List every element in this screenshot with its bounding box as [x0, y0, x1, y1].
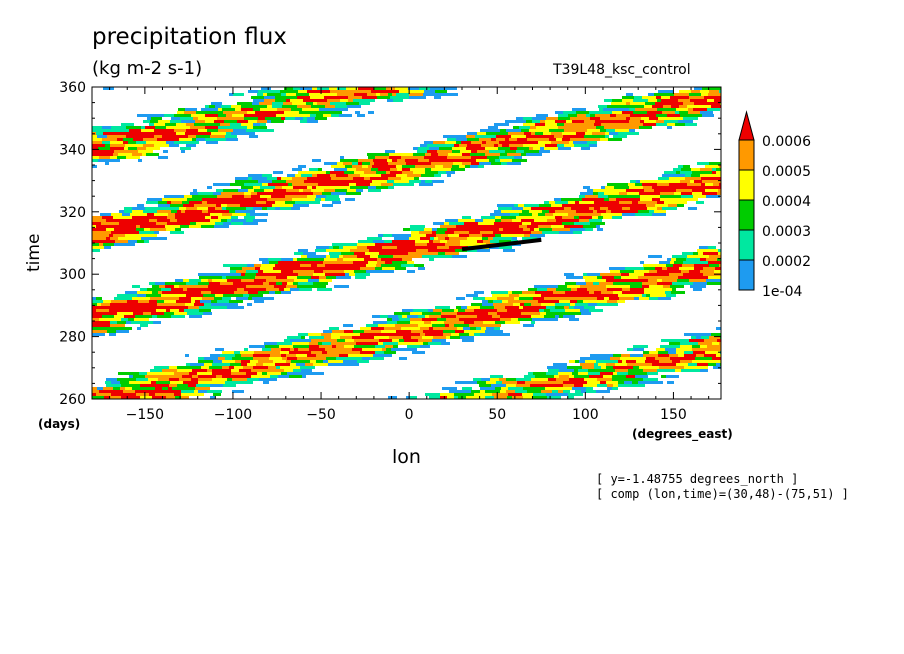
y-axis-unit: (days) [38, 417, 81, 431]
info-latitude: [ y=-1.48755 degrees_north ] [596, 472, 799, 486]
run-name: T39L48_ksc_control [553, 62, 691, 78]
colorbar-segment [738, 169, 755, 201]
y-tick-label: 320 [59, 205, 86, 221]
x-tick-label: 150 [660, 407, 687, 423]
colorbar-extend-triangle [738, 110, 755, 141]
colorbar-label: 0.0004 [762, 194, 811, 210]
colorbar-segment [738, 139, 755, 171]
colorbar-label: 1e-04 [762, 284, 802, 300]
chart-units: (kg m-2 s-1) [92, 58, 203, 79]
x-axis-unit: (degrees_east) [632, 427, 733, 441]
colorbar-label: 0.0003 [762, 224, 811, 240]
colorbar-segment [738, 259, 755, 291]
heatmap-field [92, 87, 721, 399]
colorbar-label: 0.0002 [762, 254, 811, 270]
x-tick-label: 50 [488, 407, 506, 423]
y-tick-label: 260 [59, 392, 86, 408]
x-tick-label: −150 [126, 407, 164, 423]
x-tick-label: 0 [405, 407, 414, 423]
axis-ticks: −150 −100 −50 0 50 100 150 260 280 300 320 340 360 [59, 80, 721, 423]
y-tick-label: 360 [59, 80, 86, 96]
colorbar-segment [738, 229, 755, 261]
y-tick-label: 340 [59, 142, 86, 158]
colorbar-label: 0.0006 [762, 134, 811, 150]
y-tick-label: 280 [59, 330, 86, 346]
composite-line [461, 237, 542, 252]
x-tick-label: −100 [214, 407, 252, 423]
y-tick-label: 300 [59, 267, 86, 283]
colorbar: 1e-04 0.0002 0.0003 0.0004 0.0005 0.0006 [738, 110, 811, 300]
info-composite-range: [ comp (lon,time)=(30,48)-(75,51) ] [596, 487, 849, 501]
colorbar-segment [738, 199, 755, 231]
colorbar-label: 0.0005 [762, 164, 811, 180]
chart-title: precipitation flux [92, 24, 287, 50]
x-tick-label: −50 [306, 407, 336, 423]
x-tick-label: 100 [572, 407, 599, 423]
x-axis-title: lon [392, 446, 421, 468]
